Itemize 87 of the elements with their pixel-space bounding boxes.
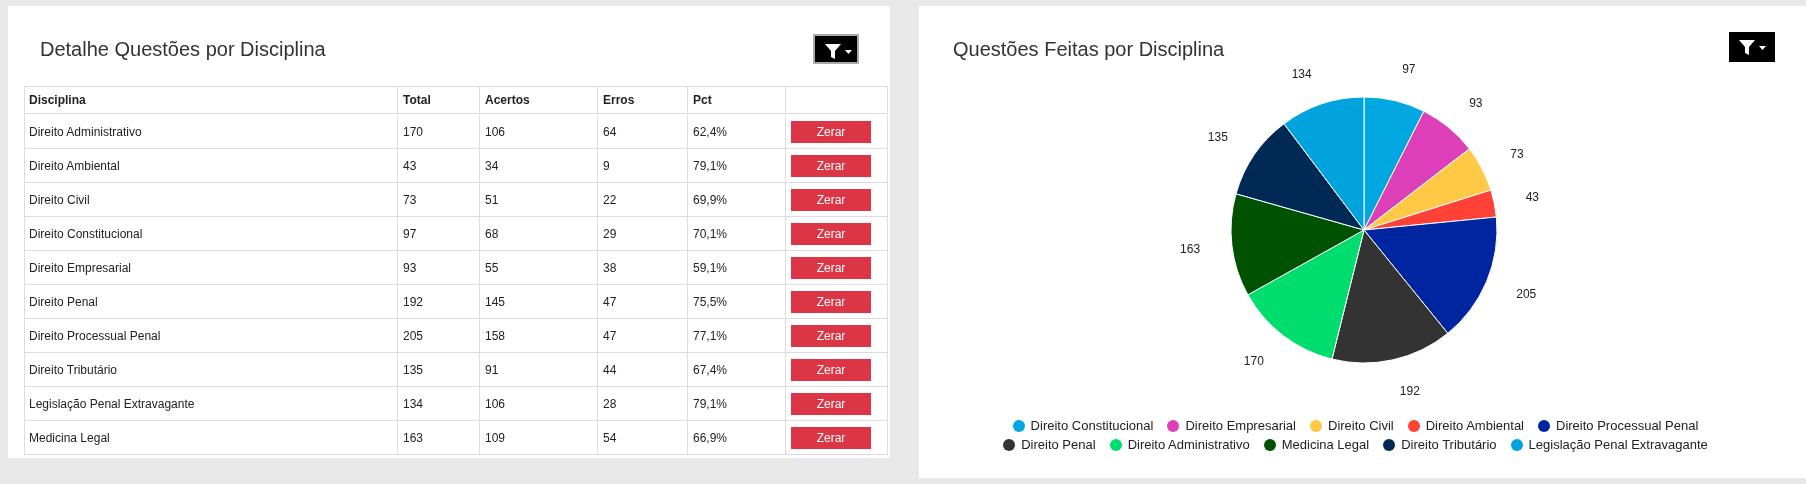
data-label: 134	[398, 387, 480, 421]
data-label: 38	[598, 251, 688, 285]
data-label: 163	[398, 421, 480, 455]
data-label: 66,9%	[688, 421, 786, 455]
data-label: 75,5%	[688, 285, 786, 319]
category-label: Direito Constitucional	[24, 217, 398, 251]
legend-label: Direito Administrativo	[1127, 437, 1250, 452]
reset-button: Zerar	[791, 392, 871, 415]
category-label: Medicina Legal	[24, 421, 398, 455]
legend-label: Legislação Penal Extravagante	[1528, 437, 1708, 452]
data-label: 170	[398, 115, 480, 149]
chart-title: Questões Feitas por Disciplina	[953, 38, 1225, 61]
data-label: 73	[1510, 146, 1525, 161]
data-label: 43	[398, 149, 480, 183]
data-label: 59,1%	[688, 251, 786, 285]
legend-label: Direito Civil	[1328, 418, 1394, 433]
category-label: Direito Tributário	[24, 353, 398, 387]
data-label: 34	[480, 149, 598, 183]
data-label: 68	[480, 217, 598, 251]
category-label: Direito Empresarial	[24, 251, 398, 285]
data-label: 51	[480, 183, 598, 217]
data-label: 192	[1399, 384, 1421, 399]
legend-label: Direito Empresarial	[1185, 418, 1296, 433]
data-label: 9	[598, 149, 688, 183]
data-label: 91	[480, 353, 598, 387]
reset-button: Zerar	[791, 120, 871, 143]
data-label: 44	[598, 353, 688, 387]
data-label: 77,1%	[688, 319, 786, 353]
data-label: 135	[1207, 129, 1229, 144]
reset-button: Zerar	[791, 256, 871, 279]
data-label: 170	[1243, 354, 1265, 369]
data-label: 97	[1402, 62, 1416, 77]
data-label: 28	[598, 387, 688, 421]
text: Acertos	[480, 86, 598, 114]
data-label: 106	[480, 115, 598, 149]
data-label: 70,1%	[688, 217, 786, 251]
text: Pct	[688, 86, 786, 114]
data-label: 109	[480, 421, 598, 455]
legend-label: Direito Tributário	[1401, 437, 1497, 452]
legend-label: Direito Constitucional	[1030, 418, 1154, 433]
text: Detalhe Questões por Disciplina	[40, 38, 326, 61]
data-label: 163	[1180, 242, 1201, 257]
reset-button: Zerar	[791, 154, 871, 177]
reset-button: Zerar	[791, 188, 871, 211]
data-label: 79,1%	[688, 149, 786, 183]
data-label: 22	[598, 183, 688, 217]
series-label: Total	[398, 86, 480, 114]
reset-button: Zerar	[791, 358, 871, 381]
data-label: 29	[598, 217, 688, 251]
legend-label: Direito Penal	[1021, 437, 1096, 452]
category-label: Direito Penal	[24, 285, 398, 319]
data-label: 145	[480, 285, 598, 319]
data-label: 47	[598, 285, 688, 319]
data-label: 135	[398, 353, 480, 387]
data-label: 97	[398, 217, 480, 251]
data-label: 69,9%	[688, 183, 786, 217]
legend-label: Direito Ambiental	[1425, 418, 1525, 433]
reset-button: Zerar	[791, 324, 871, 347]
data-label: 205	[1516, 286, 1537, 301]
category-label: Legislação Penal Extravagante	[24, 387, 398, 421]
data-label: 62,4%	[688, 115, 786, 149]
data-label: 64	[598, 115, 688, 149]
data-label: 158	[480, 319, 598, 353]
data-label: 93	[398, 251, 480, 285]
data-label: 55	[480, 251, 598, 285]
legend-label: Medicina Legal	[1281, 437, 1370, 452]
data-label: 205	[398, 319, 480, 353]
legend-label: Direito Processual Penal	[1556, 418, 1699, 433]
data-label: 192	[398, 285, 480, 319]
category-label: Direito Civil	[24, 183, 398, 217]
category-label: Direito Ambiental	[24, 149, 398, 183]
data-label: 73	[398, 183, 480, 217]
data-label: 54	[598, 421, 688, 455]
data-label: 93	[1469, 95, 1483, 110]
reset-button: Zerar	[791, 290, 871, 313]
data-label: 106	[480, 387, 598, 421]
category-label: Direito Processual Penal	[24, 319, 398, 353]
data-label: 43	[1525, 190, 1540, 205]
text: Erros	[598, 86, 688, 114]
category-label: Direito Administrativo	[24, 115, 398, 149]
data-label: 79,1%	[688, 387, 786, 421]
data-label: 47	[598, 319, 688, 353]
data-label: 67,4%	[688, 353, 786, 387]
text: Disciplina	[24, 86, 398, 114]
reset-button: Zerar	[791, 426, 871, 449]
data-label: 134	[1291, 66, 1313, 81]
reset-button: Zerar	[791, 222, 871, 245]
